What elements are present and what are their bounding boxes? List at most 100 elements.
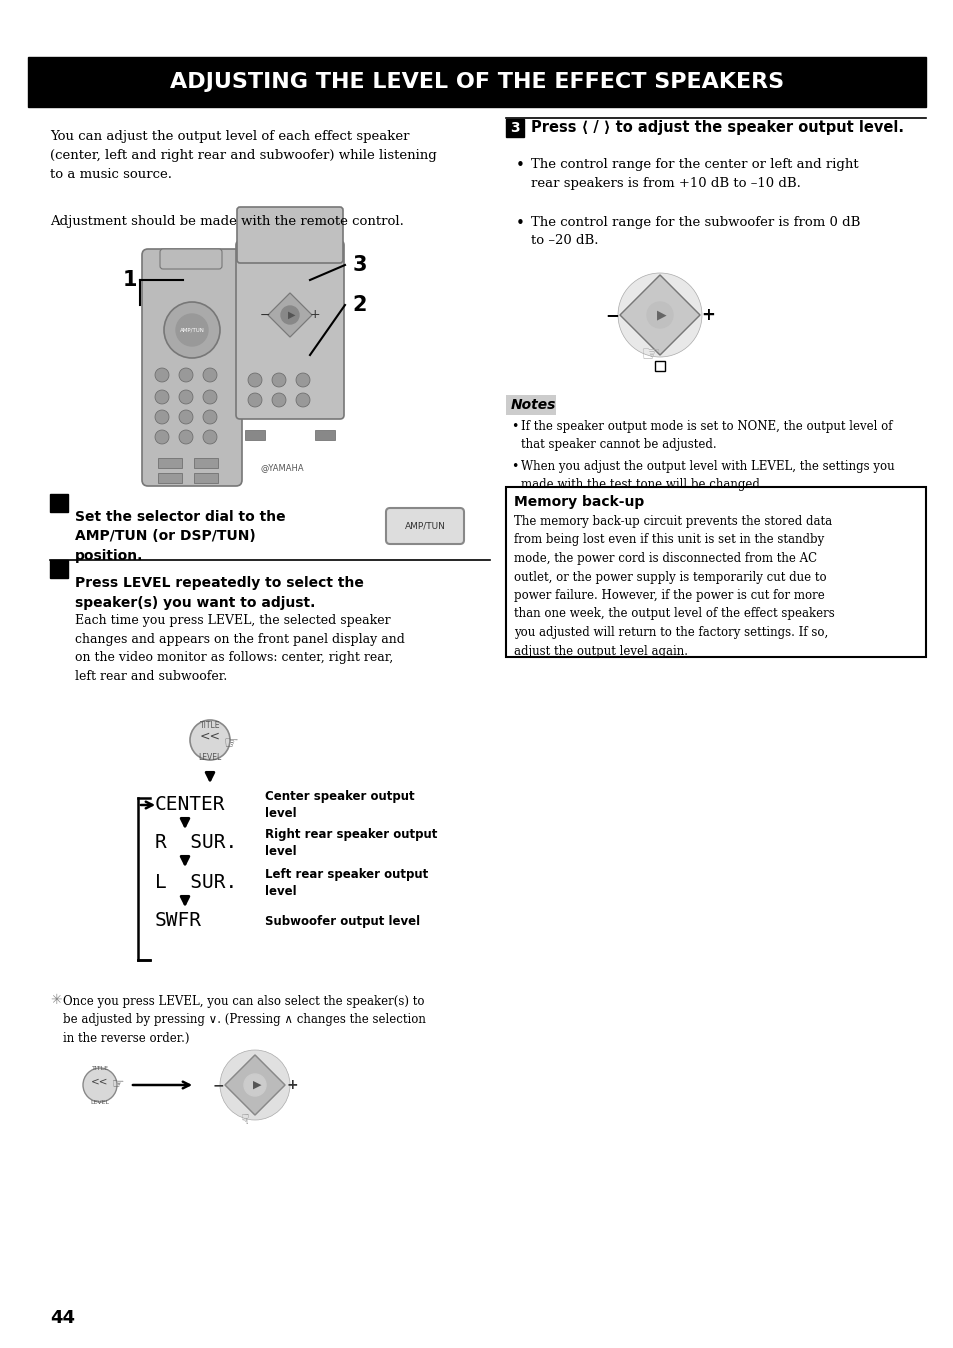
Text: 3: 3 [353, 255, 367, 275]
Text: •: • [516, 216, 524, 231]
Text: If the speaker output mode is set to NONE, the output level of
that speaker cann: If the speaker output mode is set to NON… [520, 421, 892, 452]
Text: <<: << [91, 1077, 109, 1086]
Text: L  SUR.: L SUR. [154, 874, 237, 892]
Bar [193, 473, 218, 483]
FancyBboxPatch shape [235, 241, 344, 419]
Circle shape [646, 302, 672, 328]
Text: The control range for the center or left and right
rear speakers is from +10 dB : The control range for the center or left… [531, 158, 858, 190]
Text: Subwoofer output level: Subwoofer output level [265, 914, 419, 927]
Circle shape [220, 1050, 290, 1120]
FancyBboxPatch shape [505, 395, 556, 415]
Text: •: • [511, 460, 517, 473]
Text: −: − [212, 1078, 224, 1092]
Text: −: − [259, 309, 270, 322]
FancyBboxPatch shape [160, 249, 222, 270]
Text: 3: 3 [510, 121, 519, 135]
Text: Once you press LEVEL, you can also select the speaker(s) to
be adjusted by press: Once you press LEVEL, you can also selec… [63, 995, 425, 1045]
Text: •: • [511, 421, 517, 433]
Bar [314, 430, 335, 439]
Bar [193, 458, 218, 468]
Circle shape [272, 373, 286, 387]
Text: @YAMAHA: @YAMAHA [260, 464, 303, 473]
Bar [245, 430, 265, 439]
Circle shape [295, 373, 310, 387]
Circle shape [179, 368, 193, 381]
Circle shape [83, 1068, 117, 1103]
FancyBboxPatch shape [386, 508, 463, 545]
Text: +: + [286, 1078, 297, 1092]
Text: Memory back-up: Memory back-up [514, 495, 643, 510]
Circle shape [203, 410, 216, 425]
Text: Left rear speaker output
level: Left rear speaker output level [265, 868, 428, 898]
Text: Set the selector dial to the
AMP/TUN (or DSP/TUN)
position.: Set the selector dial to the AMP/TUN (or… [75, 510, 285, 563]
Text: You can adjust the output level of each effect speaker
(center, left and right r: You can adjust the output level of each … [50, 129, 436, 181]
Text: −: − [604, 306, 618, 324]
Circle shape [175, 314, 208, 346]
Text: LEVEL: LEVEL [198, 754, 221, 763]
Text: 1: 1 [123, 270, 137, 290]
Circle shape [154, 410, 169, 425]
Text: +: + [310, 309, 320, 322]
Text: When you adjust the output level with LEVEL, the settings you
made with the test: When you adjust the output level with LE… [520, 460, 894, 491]
Text: Press LEVEL repeatedly to select the
speaker(s) you want to adjust.: Press LEVEL repeatedly to select the spe… [75, 576, 363, 609]
Circle shape [154, 368, 169, 381]
Text: <<: << [199, 729, 220, 743]
Circle shape [203, 368, 216, 381]
Text: AMP/TUN: AMP/TUN [404, 522, 445, 531]
FancyBboxPatch shape [236, 208, 343, 263]
Text: 2: 2 [54, 580, 64, 594]
Circle shape [190, 720, 230, 760]
Bar [158, 458, 182, 468]
FancyBboxPatch shape [142, 249, 242, 487]
Text: ✳: ✳ [50, 993, 62, 1007]
Circle shape [244, 1074, 266, 1096]
Bar [505, 119, 523, 137]
Circle shape [154, 390, 169, 404]
Circle shape [281, 306, 298, 324]
Text: Press ⟨ / ⟩ to adjust the speaker output level.: Press ⟨ / ⟩ to adjust the speaker output… [531, 120, 903, 135]
Text: Center speaker output
level: Center speaker output level [265, 790, 415, 820]
Circle shape [272, 394, 286, 407]
Bar [158, 473, 182, 483]
Circle shape [179, 410, 193, 425]
Text: ☞: ☞ [112, 1076, 125, 1091]
Text: 44: 44 [50, 1309, 75, 1326]
Text: TITLE: TITLE [91, 1065, 109, 1070]
Circle shape [248, 373, 262, 387]
Circle shape [203, 430, 216, 443]
Circle shape [179, 430, 193, 443]
Text: ▶: ▶ [657, 309, 666, 322]
Polygon shape [268, 293, 312, 337]
Text: LEVEL: LEVEL [91, 1100, 110, 1104]
Circle shape [179, 390, 193, 404]
Text: ☞: ☞ [224, 735, 238, 752]
Text: Each time you press LEVEL, the selected speaker
changes and appears on the front: Each time you press LEVEL, the selected … [75, 613, 404, 682]
Text: CENTER: CENTER [154, 795, 225, 814]
Text: 2: 2 [353, 295, 367, 315]
Bar [655, 361, 664, 371]
Text: Right rear speaker output
level: Right rear speaker output level [265, 828, 436, 857]
Polygon shape [225, 1055, 285, 1115]
Text: SWFR: SWFR [154, 911, 202, 930]
Text: 1: 1 [54, 514, 64, 528]
Bar [28, 57, 925, 106]
Text: The memory back-up circuit prevents the stored data
from being lost even if this: The memory back-up circuit prevents the … [514, 515, 834, 658]
Text: •: • [516, 158, 524, 173]
Text: ▶: ▶ [253, 1080, 261, 1091]
Text: +: + [700, 306, 714, 324]
Text: Adjustment should be made with the remote control.: Adjustment should be made with the remot… [50, 214, 403, 228]
Text: Notes: Notes [511, 398, 556, 412]
Text: ☟: ☟ [240, 1113, 249, 1127]
Bar [50, 559, 68, 578]
Polygon shape [619, 275, 700, 355]
Text: TITLE: TITLE [199, 720, 220, 729]
Text: The control range for the subwoofer is from 0 dB
to –20 dB.: The control range for the subwoofer is f… [531, 216, 860, 248]
Circle shape [618, 274, 701, 357]
Circle shape [154, 430, 169, 443]
Text: R  SUR.: R SUR. [154, 833, 237, 852]
Text: ☞: ☞ [639, 345, 659, 365]
Circle shape [164, 302, 220, 359]
Bar [50, 493, 68, 512]
Text: ▶: ▶ [288, 310, 295, 319]
Text: ADJUSTING THE LEVEL OF THE EFFECT SPEAKERS: ADJUSTING THE LEVEL OF THE EFFECT SPEAKE… [170, 71, 783, 92]
